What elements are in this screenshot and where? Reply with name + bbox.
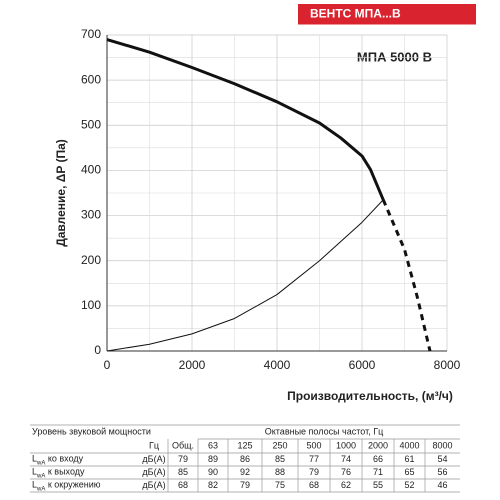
band: Общ.	[172, 440, 194, 450]
cell: 52	[404, 480, 414, 490]
y-tick-label: 500	[81, 117, 101, 131]
band: 2000	[368, 440, 388, 450]
row-symbol: L	[32, 454, 37, 464]
cell: 79	[240, 480, 250, 490]
curve	[106, 199, 384, 352]
x-tick-label: 2000	[179, 358, 206, 372]
cell: 65	[404, 467, 414, 477]
band: 63	[208, 440, 218, 450]
cell: 92	[240, 467, 250, 477]
x-tick-label: 6000	[349, 358, 376, 372]
cell: 55	[373, 480, 383, 490]
row-label: LwA ко входу	[32, 454, 84, 466]
cell: 82	[208, 480, 218, 490]
cell: 79	[309, 467, 319, 477]
row-symbol: L	[32, 467, 37, 477]
curve	[106, 38, 385, 201]
x-tick-label: 8000	[434, 358, 461, 372]
band: 8000	[432, 440, 452, 450]
x-axis-label: Производительность, (м³/ч)	[287, 389, 453, 403]
badge: ВЕНТС МПА...В	[310, 7, 401, 21]
row-unit: дБ(А)	[142, 480, 165, 490]
table-unit-header: Гц	[149, 440, 159, 450]
cell: 86	[240, 454, 250, 464]
cell: 68	[309, 480, 319, 490]
cell: 71	[373, 467, 383, 477]
x-tick-label: 0	[104, 358, 111, 372]
cell: 68	[178, 480, 188, 490]
row-text: к окружению	[45, 480, 100, 490]
table-header: Октавные полосы частот, Гц	[265, 426, 383, 436]
band: 250	[272, 440, 287, 450]
y-tick-label: 700	[81, 27, 101, 41]
cell: 88	[275, 467, 285, 477]
row-symbol: L	[32, 480, 37, 490]
badge-bg	[298, 4, 476, 24]
band: 125	[237, 440, 252, 450]
table-header: Уровень звуковой мощности	[32, 426, 151, 436]
cell: 77	[309, 454, 319, 464]
cell: 46	[437, 480, 447, 490]
y-tick-label: 300	[81, 208, 101, 222]
cell: 76	[341, 467, 351, 477]
row-text: ко входу	[45, 454, 83, 464]
cell: 54	[437, 454, 447, 464]
y-axis-label: Давление, ΔP (Па)	[54, 139, 68, 247]
cell: 66	[373, 454, 383, 464]
cell: 79	[178, 454, 188, 464]
cell: 56	[437, 467, 447, 477]
row-unit: дБ(А)	[142, 454, 165, 464]
band: 500	[306, 440, 321, 450]
annotation: МПА 5000 В	[357, 49, 432, 64]
cell: 75	[275, 480, 285, 490]
row-label: LwA к выходу	[32, 467, 85, 479]
y-tick-label: 600	[81, 72, 101, 86]
band: 1000	[336, 440, 356, 450]
row-unit: дБ(А)	[142, 467, 165, 477]
cell: 62	[341, 480, 351, 490]
cell: 61	[404, 454, 414, 464]
cell: 89	[208, 454, 218, 464]
cell: 85	[178, 467, 188, 477]
y-tick-label: 400	[81, 163, 101, 177]
band: 4000	[399, 440, 419, 450]
y-tick-label: 0	[94, 343, 101, 357]
row-sub: wA	[36, 460, 45, 466]
x-tick-label: 4000	[264, 358, 291, 372]
y-tick-label: 100	[81, 298, 101, 312]
cell: 85	[275, 454, 285, 464]
row-sub: wA	[36, 486, 45, 492]
row-text: к выходу	[45, 467, 85, 477]
row-label: LwA к окружению	[32, 480, 101, 492]
cell: 74	[341, 454, 351, 464]
curve	[381, 199, 432, 352]
y-tick-label: 200	[81, 253, 101, 267]
row-sub: wA	[36, 473, 45, 479]
cell: 90	[208, 467, 218, 477]
